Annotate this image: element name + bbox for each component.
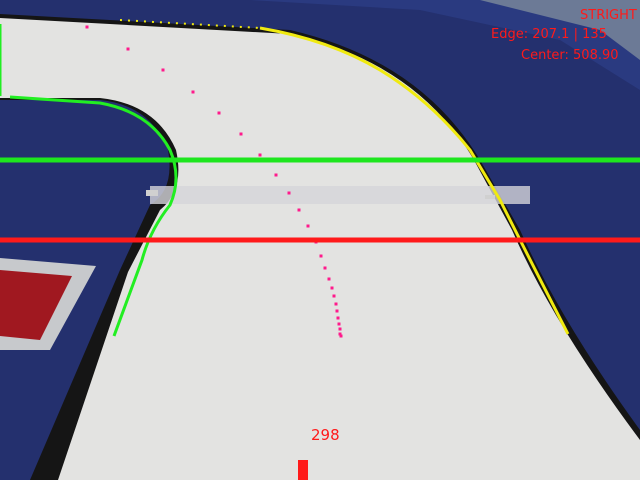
path-point: [336, 316, 340, 320]
path-point: [126, 47, 130, 51]
center-path-points: [85, 25, 343, 338]
path-point: [274, 173, 278, 177]
background-wall: [250, 0, 640, 90]
right-edge-line: [119, 19, 570, 335]
path-point: [339, 334, 343, 338]
path-point: [334, 302, 338, 306]
drive-mode-label: STRIGHT: [580, 8, 637, 23]
path-point: [319, 254, 323, 258]
path-point: [258, 153, 262, 157]
path-point: [85, 25, 89, 29]
steering-value: 298: [311, 426, 340, 444]
path-point: [332, 294, 336, 298]
path-point: [327, 277, 331, 281]
path-point: [337, 322, 341, 326]
path-point: [330, 286, 334, 290]
track-glare: [150, 186, 530, 204]
steering-marker: [298, 460, 308, 480]
path-point: [217, 111, 221, 115]
path-point: [306, 224, 310, 228]
path-point: [323, 266, 327, 270]
path-point: [239, 132, 243, 136]
path-point: [335, 309, 339, 313]
red-object-body: [0, 270, 72, 340]
debris-mark: [485, 195, 495, 199]
path-point: [338, 327, 342, 331]
path-point: [287, 191, 291, 195]
edge-readout: Edge: 207.1 | 135: [491, 27, 607, 42]
left-edge-line: [0, 24, 178, 337]
path-point: [338, 332, 342, 336]
debris-mark: [146, 190, 158, 196]
background-floor-gray: [480, 0, 640, 60]
left-edge-curve: [9, 95, 178, 337]
center-readout: Center: 508.90: [521, 48, 619, 63]
path-point: [191, 90, 195, 94]
track-surface: [0, 18, 640, 480]
path-point: [161, 68, 165, 72]
path-point: [297, 208, 301, 212]
right-edge-curve: [259, 26, 570, 335]
